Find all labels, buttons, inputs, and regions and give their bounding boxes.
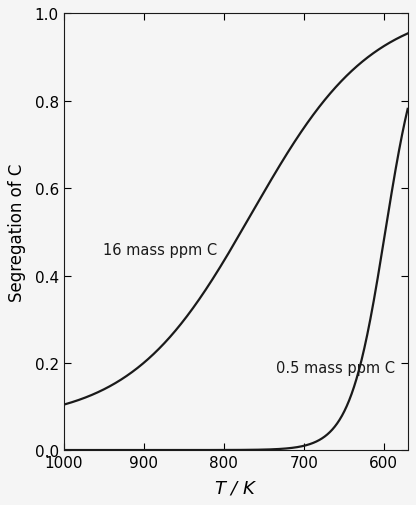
Text: 16 mass ppm C: 16 mass ppm C: [103, 242, 217, 258]
Y-axis label: Segregation of C: Segregation of C: [8, 164, 26, 301]
Text: 0.5 mass ppm C: 0.5 mass ppm C: [276, 360, 395, 375]
X-axis label: $T$ / K: $T$ / K: [214, 479, 258, 497]
